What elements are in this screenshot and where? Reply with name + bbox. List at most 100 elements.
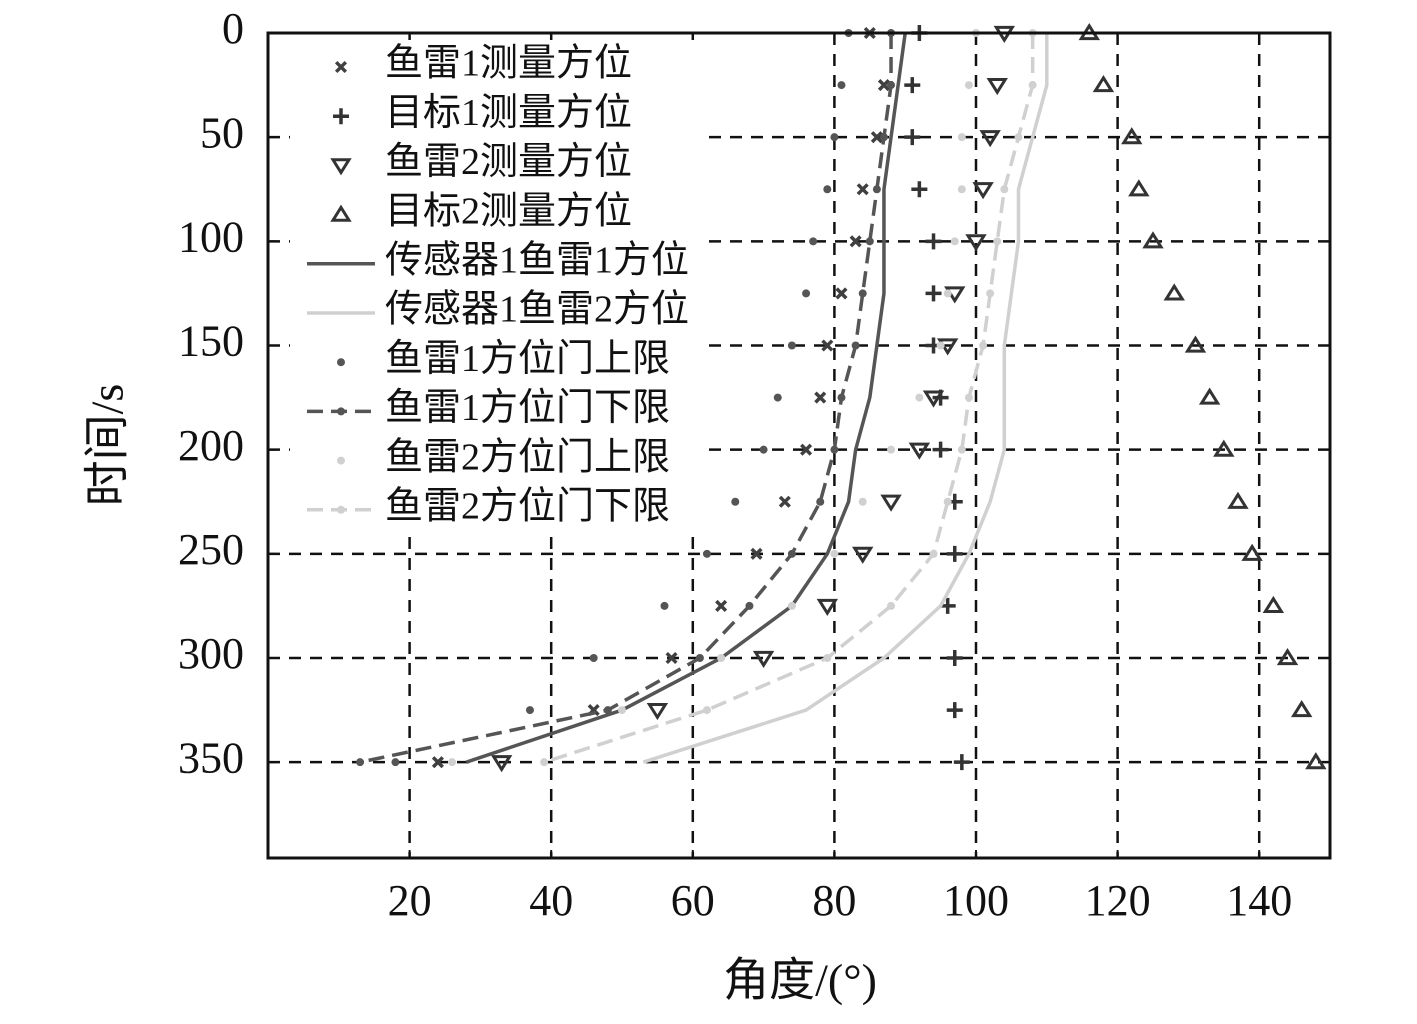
marker (986, 77, 1008, 96)
marker (936, 341, 945, 350)
marker (972, 182, 994, 200)
marker (589, 654, 598, 662)
y-tick-label: 250 (178, 525, 244, 574)
marker (925, 285, 942, 302)
marker (1213, 439, 1235, 457)
y-tick-label: 0 (222, 4, 244, 53)
marker (870, 131, 883, 144)
y-tick-label: 200 (178, 421, 244, 470)
marker (915, 393, 924, 402)
marker (787, 601, 796, 610)
marker (957, 445, 966, 454)
marker (823, 185, 832, 194)
marker (717, 654, 726, 662)
marker (1163, 283, 1185, 301)
plot-area (356, 22, 1327, 773)
marker (964, 81, 973, 90)
y-tick-label: 100 (178, 212, 244, 261)
marker (715, 599, 728, 612)
marker (1305, 752, 1327, 770)
marker (950, 237, 959, 246)
marker (943, 497, 952, 506)
marker (752, 650, 775, 669)
marker (865, 237, 874, 246)
marker (809, 237, 818, 246)
marker (957, 133, 966, 142)
marker (356, 758, 365, 767)
legend-marker (337, 456, 345, 465)
marker (823, 654, 832, 662)
legend-label: 鱼雷2方位门下限 (385, 486, 670, 528)
marker (787, 549, 796, 558)
x-tick-label: 140 (1226, 876, 1292, 925)
legend-label: 鱼雷1测量方位 (385, 43, 632, 85)
marker (1241, 543, 1263, 561)
marker (946, 545, 963, 562)
marker (745, 601, 754, 610)
marker (965, 234, 987, 252)
legend-marker (330, 204, 352, 222)
marker (946, 702, 963, 719)
marker (787, 341, 796, 350)
marker (802, 289, 811, 298)
marker (702, 549, 711, 558)
marker (979, 341, 988, 350)
plot-frame (266, 31, 1332, 860)
y-tick-label: 150 (178, 317, 244, 366)
legend-label: 目标1测量方位 (385, 92, 632, 134)
marker (1128, 179, 1150, 197)
marker (821, 339, 834, 352)
marker (830, 133, 839, 142)
marker (816, 598, 839, 616)
marker (695, 654, 704, 662)
marker (929, 549, 938, 558)
marker (830, 445, 839, 454)
legend: 鱼雷1测量方位目标1测量方位鱼雷2测量方位目标2测量方位传感器1鱼雷1方位传感器… (307, 43, 689, 528)
marker (946, 650, 963, 666)
marker (490, 755, 513, 773)
marker (837, 393, 846, 402)
series-line (642, 33, 1049, 764)
legend-label: 传感器1鱼雷2方位 (385, 289, 689, 331)
marker (877, 79, 890, 92)
marker (759, 445, 768, 454)
marker (1262, 595, 1285, 614)
x-axis-label: 角度/(°) (723, 955, 877, 1006)
marker (525, 706, 534, 715)
marker (1000, 185, 1009, 194)
marker (856, 183, 869, 196)
marker (911, 181, 928, 198)
legend-marker (337, 505, 345, 514)
marker (887, 445, 896, 454)
marker (431, 756, 444, 769)
legend-label: 鱼雷2测量方位 (385, 141, 632, 183)
marker (872, 185, 881, 194)
marker (800, 443, 813, 456)
marker (618, 706, 626, 715)
y-tick-label: 50 (200, 108, 244, 157)
x-tick-label: 20 (388, 876, 432, 925)
marker (816, 497, 825, 506)
marker (1142, 231, 1164, 249)
marker (1276, 647, 1299, 666)
marker (979, 130, 1001, 148)
legend-marker (337, 407, 345, 416)
legend-label: 鱼雷1方位门下限 (385, 387, 670, 429)
marker (1184, 335, 1207, 353)
marker (646, 702, 669, 721)
marker (702, 706, 711, 715)
x-tick-label: 100 (943, 876, 1009, 925)
marker (830, 549, 839, 558)
marker (908, 442, 931, 460)
marker (880, 494, 902, 512)
marker (1198, 387, 1221, 405)
legend-label: 鱼雷1方位门上限 (385, 338, 670, 380)
marker (993, 237, 1002, 246)
marker (932, 441, 949, 458)
marker (837, 81, 846, 90)
marker (1092, 75, 1115, 93)
marker (391, 758, 400, 767)
marker (448, 758, 457, 767)
